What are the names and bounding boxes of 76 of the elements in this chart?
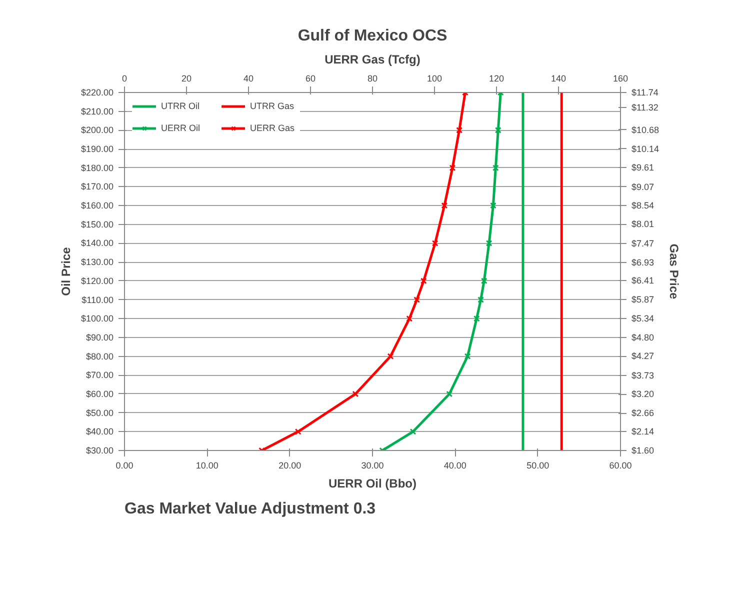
x2-tick-label: 80 [367,74,378,84]
x-axis-title: UERR Oil (Bbo) [328,476,417,490]
y-tick-label: $220.00 [80,88,114,98]
y-tick-label: $120.00 [80,276,114,286]
chart-title: Gulf of Mexico OCS [298,28,448,44]
y-tick-label: $160.00 [80,200,114,211]
x-tick-label: 0.00 [116,460,134,470]
x2-tick-label: 140 [550,74,566,84]
y-tick-label: $200.00 [80,125,114,136]
y2-tick-label: $2.14 [632,426,654,436]
x2-tick-label: 40 [243,74,254,84]
x-tick-label: 50.00 [526,460,550,470]
y2-tick-label: $10.68 [632,124,660,135]
x2-tick-label: 20 [181,74,192,84]
point [464,353,471,360]
x-tick-label: 40.00 [444,460,466,470]
y2-tick-label: $4.27 [632,351,654,362]
y2-tick-label: $11.32 [632,102,658,112]
y2-tick-label: $3.20 [632,389,654,400]
y2-tick-label: $5.34 [632,313,654,324]
y2-tick-label: $11.74 [632,88,658,98]
y-tick-label: $50.00 [86,408,114,418]
y-tick-label: $210.00 [80,106,114,116]
x-tick-label: 10.00 [196,460,218,470]
y2-tick-label: $8.54 [632,200,654,210]
y2-tick-label: $5.87 [632,294,654,305]
y-tick-label: $140.00 [80,238,114,248]
y-tick-label: $70.00 [86,370,114,380]
legend-label: UTRR Gas [250,100,296,112]
y-tick-label: $190.00 [80,144,114,154]
y-tick-label: $100.00 [80,314,114,324]
point [473,315,480,322]
y-tick-label: $30.00 [86,446,114,456]
point [494,126,502,134]
x-tick-label: 60.00 [609,460,632,470]
y2-tick-label: $2.66 [632,408,654,418]
y-tick-label: $170.00 [80,182,114,192]
point [480,278,488,284]
y2-tick-label: $1.60 [632,446,654,456]
point [490,202,496,209]
point [492,164,499,172]
text: Gas Market Value Adjustment 0.3 [124,500,376,518]
y-tick-label: $150.00 [80,219,114,230]
y-tick-label: $130.00 [80,257,114,268]
y-tick-label: $80.00 [86,351,114,362]
x2-tick-label: 0 [122,74,128,84]
x-tick-label: 30.00 [361,460,384,470]
y2-tick-label: $8.01 [632,219,654,230]
x2-tick-label: 100 [426,74,442,84]
x2-tick-label: 120 [488,74,504,84]
y2-tick-label: $10.14 [632,144,660,154]
x2-tick-label: 160 [612,74,628,84]
x-tick-label: 20.00 [278,460,302,470]
y-tick-label: $110.00 [82,294,114,305]
point [486,240,492,246]
y2-axis-title: Gas Price [667,244,682,300]
point [478,296,484,303]
y2-tick-label: $9.61 [632,162,654,173]
y-tick-label: $180.00 [80,162,114,173]
legend-label: UTRR Oil [161,100,200,112]
y2-tick-label: $6.41 [632,276,654,286]
y2-tick-label: $7.47 [632,238,654,248]
y-tick-label: $60.00 [86,388,114,399]
x2-axis-title: UERR Gas (Tcfg) [324,52,420,66]
y-tick-label: $40.00 [86,426,114,437]
y2-tick-label: $3.73 [632,370,654,380]
point [446,390,453,398]
y-axis-title: Oil Price [58,246,73,296]
y2-tick-label: $4.80 [632,332,654,343]
legend-label: UERR Gas [250,122,296,134]
x2-tick-label: 60 [305,74,316,84]
y2-tick-label: $6.93 [632,257,654,268]
point [410,428,416,435]
y2-tick-label: $9.07 [632,182,654,192]
legend-label: UERR Oil [161,122,202,134]
y-tick-label: $90.00 [86,332,114,342]
